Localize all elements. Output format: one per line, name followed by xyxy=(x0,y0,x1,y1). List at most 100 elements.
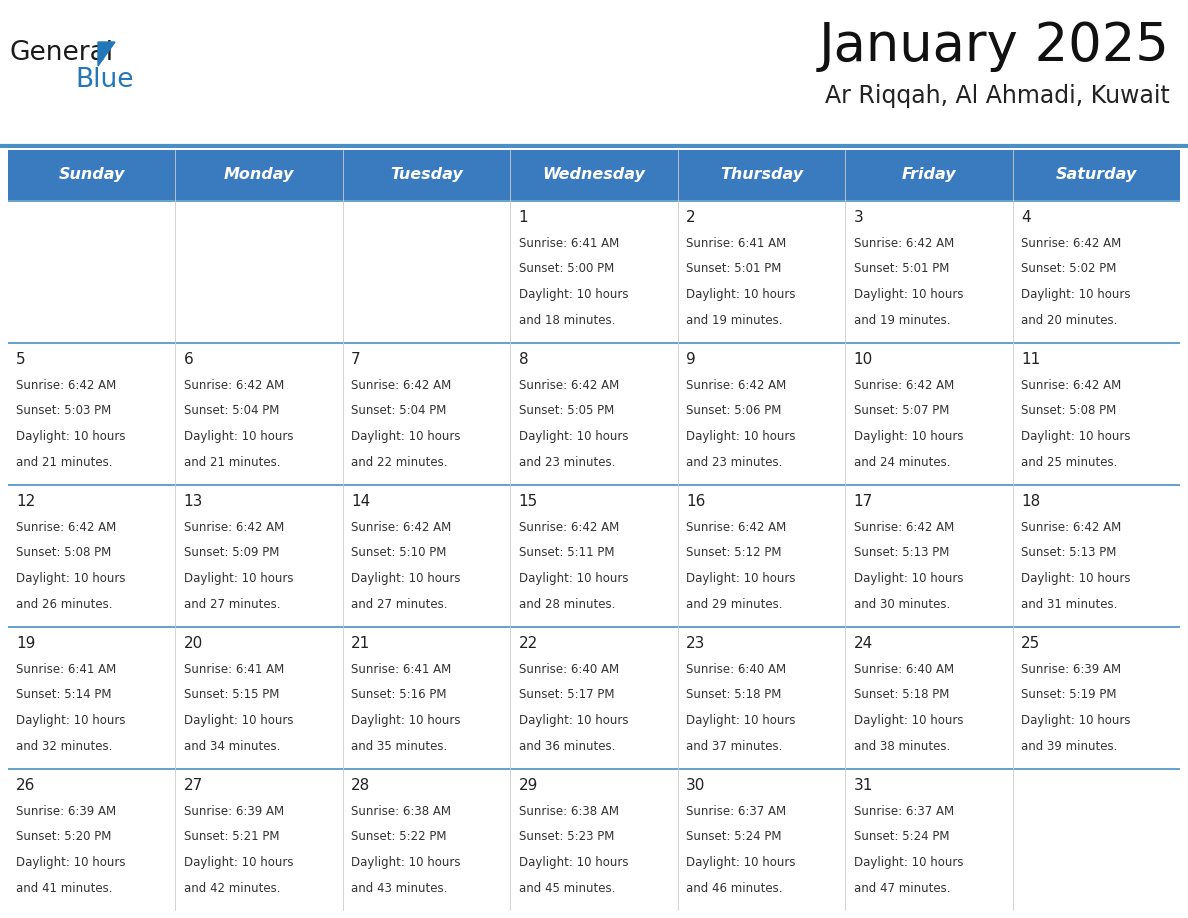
Text: 10: 10 xyxy=(853,352,873,367)
Text: Sunset: 5:08 PM: Sunset: 5:08 PM xyxy=(1020,405,1117,418)
Text: Daylight: 10 hours: Daylight: 10 hours xyxy=(184,572,293,585)
Text: and 41 minutes.: and 41 minutes. xyxy=(17,881,113,895)
Text: Daylight: 10 hours: Daylight: 10 hours xyxy=(853,714,963,727)
Text: Sunset: 5:17 PM: Sunset: 5:17 PM xyxy=(519,688,614,701)
Text: 19: 19 xyxy=(17,636,36,651)
Text: Daylight: 10 hours: Daylight: 10 hours xyxy=(184,430,293,443)
Text: and 47 minutes.: and 47 minutes. xyxy=(853,881,950,895)
Text: Sunrise: 6:42 AM: Sunrise: 6:42 AM xyxy=(853,237,954,250)
Text: Sunset: 5:24 PM: Sunset: 5:24 PM xyxy=(687,831,782,844)
Text: 7: 7 xyxy=(352,352,361,367)
Text: Sunset: 5:04 PM: Sunset: 5:04 PM xyxy=(352,405,447,418)
Text: Daylight: 10 hours: Daylight: 10 hours xyxy=(687,430,796,443)
Text: and 23 minutes.: and 23 minutes. xyxy=(687,455,783,468)
Text: Sunset: 5:01 PM: Sunset: 5:01 PM xyxy=(687,263,782,275)
Text: Sunset: 5:20 PM: Sunset: 5:20 PM xyxy=(17,831,112,844)
Text: 9: 9 xyxy=(687,352,696,367)
Text: 12: 12 xyxy=(17,494,36,509)
Text: Sunset: 5:01 PM: Sunset: 5:01 PM xyxy=(853,263,949,275)
Text: and 38 minutes.: and 38 minutes. xyxy=(853,740,949,753)
Text: 31: 31 xyxy=(853,778,873,793)
Text: and 20 minutes.: and 20 minutes. xyxy=(1020,314,1118,327)
Text: Sunrise: 6:40 AM: Sunrise: 6:40 AM xyxy=(853,663,954,676)
Polygon shape xyxy=(97,42,115,66)
Text: 18: 18 xyxy=(1020,494,1041,509)
Text: Sunset: 5:09 PM: Sunset: 5:09 PM xyxy=(184,546,279,559)
Text: Sunrise: 6:41 AM: Sunrise: 6:41 AM xyxy=(519,237,619,250)
Text: 17: 17 xyxy=(853,494,873,509)
Text: and 37 minutes.: and 37 minutes. xyxy=(687,740,783,753)
Text: 30: 30 xyxy=(687,778,706,793)
Text: Sunset: 5:04 PM: Sunset: 5:04 PM xyxy=(184,405,279,418)
Text: 15: 15 xyxy=(519,494,538,509)
Text: Sunrise: 6:41 AM: Sunrise: 6:41 AM xyxy=(687,237,786,250)
Text: and 28 minutes.: and 28 minutes. xyxy=(519,598,615,610)
Text: Daylight: 10 hours: Daylight: 10 hours xyxy=(687,288,796,301)
Text: Sunset: 5:00 PM: Sunset: 5:00 PM xyxy=(519,263,614,275)
Text: Sunrise: 6:42 AM: Sunrise: 6:42 AM xyxy=(1020,379,1121,392)
Text: Sunrise: 6:42 AM: Sunrise: 6:42 AM xyxy=(184,379,284,392)
Text: 6: 6 xyxy=(184,352,194,367)
Text: Sunrise: 6:42 AM: Sunrise: 6:42 AM xyxy=(853,379,954,392)
Text: and 19 minutes.: and 19 minutes. xyxy=(853,314,950,327)
Text: Daylight: 10 hours: Daylight: 10 hours xyxy=(687,714,796,727)
Text: Tuesday: Tuesday xyxy=(390,167,463,183)
Text: Sunrise: 6:38 AM: Sunrise: 6:38 AM xyxy=(519,805,619,818)
Text: Sunset: 5:22 PM: Sunset: 5:22 PM xyxy=(352,831,447,844)
Text: 21: 21 xyxy=(352,636,371,651)
Text: 24: 24 xyxy=(853,636,873,651)
Text: 8: 8 xyxy=(519,352,529,367)
Text: Daylight: 10 hours: Daylight: 10 hours xyxy=(17,856,126,869)
Text: Sunset: 5:12 PM: Sunset: 5:12 PM xyxy=(687,546,782,559)
Text: Daylight: 10 hours: Daylight: 10 hours xyxy=(519,572,628,585)
Text: Sunrise: 6:42 AM: Sunrise: 6:42 AM xyxy=(853,521,954,534)
Text: Sunrise: 6:37 AM: Sunrise: 6:37 AM xyxy=(687,805,786,818)
Text: and 42 minutes.: and 42 minutes. xyxy=(184,881,280,895)
Text: 14: 14 xyxy=(352,494,371,509)
Text: 20: 20 xyxy=(184,636,203,651)
Text: Daylight: 10 hours: Daylight: 10 hours xyxy=(184,856,293,869)
Text: 2: 2 xyxy=(687,210,696,225)
Text: and 24 minutes.: and 24 minutes. xyxy=(853,455,950,468)
Text: Sunrise: 6:40 AM: Sunrise: 6:40 AM xyxy=(519,663,619,676)
Text: Daylight: 10 hours: Daylight: 10 hours xyxy=(519,856,628,869)
Text: and 31 minutes.: and 31 minutes. xyxy=(1020,598,1118,610)
Text: Sunset: 5:13 PM: Sunset: 5:13 PM xyxy=(853,546,949,559)
Text: Daylight: 10 hours: Daylight: 10 hours xyxy=(1020,430,1131,443)
Text: Sunrise: 6:39 AM: Sunrise: 6:39 AM xyxy=(184,805,284,818)
Text: Sunset: 5:08 PM: Sunset: 5:08 PM xyxy=(17,546,112,559)
Text: 13: 13 xyxy=(184,494,203,509)
Text: Daylight: 10 hours: Daylight: 10 hours xyxy=(17,572,126,585)
Text: Sunrise: 6:42 AM: Sunrise: 6:42 AM xyxy=(1020,521,1121,534)
Text: and 43 minutes.: and 43 minutes. xyxy=(352,881,448,895)
Text: and 19 minutes.: and 19 minutes. xyxy=(687,314,783,327)
Text: Daylight: 10 hours: Daylight: 10 hours xyxy=(352,430,461,443)
Text: and 27 minutes.: and 27 minutes. xyxy=(352,598,448,610)
Text: 23: 23 xyxy=(687,636,706,651)
Text: Sunrise: 6:42 AM: Sunrise: 6:42 AM xyxy=(519,521,619,534)
Text: Daylight: 10 hours: Daylight: 10 hours xyxy=(352,572,461,585)
Text: Sunrise: 6:38 AM: Sunrise: 6:38 AM xyxy=(352,805,451,818)
Text: Sunset: 5:24 PM: Sunset: 5:24 PM xyxy=(853,831,949,844)
Text: Sunrise: 6:42 AM: Sunrise: 6:42 AM xyxy=(17,379,116,392)
Text: Daylight: 10 hours: Daylight: 10 hours xyxy=(519,714,628,727)
Text: 26: 26 xyxy=(17,778,36,793)
Text: General: General xyxy=(10,40,114,66)
Text: Sunrise: 6:37 AM: Sunrise: 6:37 AM xyxy=(853,805,954,818)
Text: Daylight: 10 hours: Daylight: 10 hours xyxy=(853,856,963,869)
Text: Daylight: 10 hours: Daylight: 10 hours xyxy=(853,430,963,443)
Text: Sunrise: 6:42 AM: Sunrise: 6:42 AM xyxy=(352,379,451,392)
Text: Daylight: 10 hours: Daylight: 10 hours xyxy=(519,288,628,301)
Text: and 22 minutes.: and 22 minutes. xyxy=(352,455,448,468)
Text: Friday: Friday xyxy=(902,167,956,183)
Text: Sunset: 5:23 PM: Sunset: 5:23 PM xyxy=(519,831,614,844)
Text: Daylight: 10 hours: Daylight: 10 hours xyxy=(853,288,963,301)
Text: 25: 25 xyxy=(1020,636,1041,651)
Text: and 45 minutes.: and 45 minutes. xyxy=(519,881,615,895)
Text: Sunset: 5:16 PM: Sunset: 5:16 PM xyxy=(352,688,447,701)
Text: Daylight: 10 hours: Daylight: 10 hours xyxy=(1020,714,1131,727)
Text: Sunrise: 6:42 AM: Sunrise: 6:42 AM xyxy=(519,379,619,392)
Text: Sunrise: 6:42 AM: Sunrise: 6:42 AM xyxy=(687,521,786,534)
Text: Sunset: 5:10 PM: Sunset: 5:10 PM xyxy=(352,546,447,559)
Text: Daylight: 10 hours: Daylight: 10 hours xyxy=(687,572,796,585)
